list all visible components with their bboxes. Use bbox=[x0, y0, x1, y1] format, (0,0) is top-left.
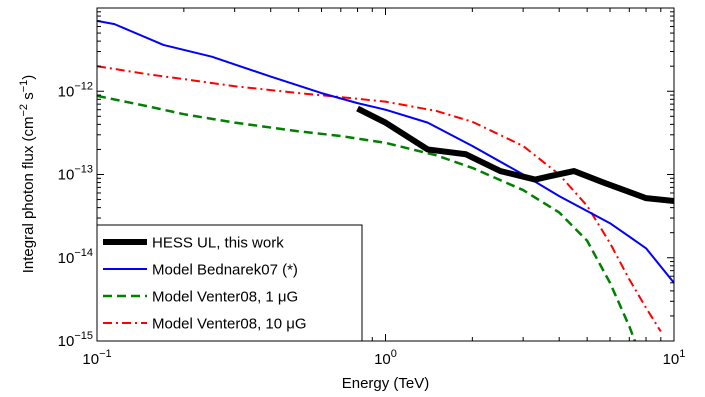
legend-label-3: Model Venter08, 10 μG bbox=[152, 316, 307, 333]
legend: HESS UL, this work Model Bednarek07 (*) Mo… bbox=[96, 224, 363, 342]
legend-label-1: Model Bednarek07 (*) bbox=[152, 262, 298, 279]
series-line-2 bbox=[97, 94, 637, 341]
series-line-1 bbox=[97, 19, 674, 284]
y-tick-label: 10−15 bbox=[58, 330, 93, 350]
y-tick-label: 10−14 bbox=[58, 247, 93, 267]
x-tick-label: 101 bbox=[663, 348, 686, 368]
series-line-0 bbox=[356, 105, 674, 205]
legend-label-0: HESS UL, this work bbox=[152, 235, 284, 252]
y-axis-label: Integral photon flux (cm−2 s−1) bbox=[18, 75, 37, 274]
y-tick-label: 10−13 bbox=[58, 164, 93, 184]
legend-label-2: Model Venter08, 1 μG bbox=[152, 289, 298, 306]
y-tick-label: 10−12 bbox=[58, 80, 93, 100]
x-tick-label: 100 bbox=[374, 348, 397, 368]
x-tick-label: 10−1 bbox=[82, 348, 111, 368]
series-line-3 bbox=[97, 65, 662, 333]
x-axis-label: Energy (TeV) bbox=[342, 375, 430, 392]
